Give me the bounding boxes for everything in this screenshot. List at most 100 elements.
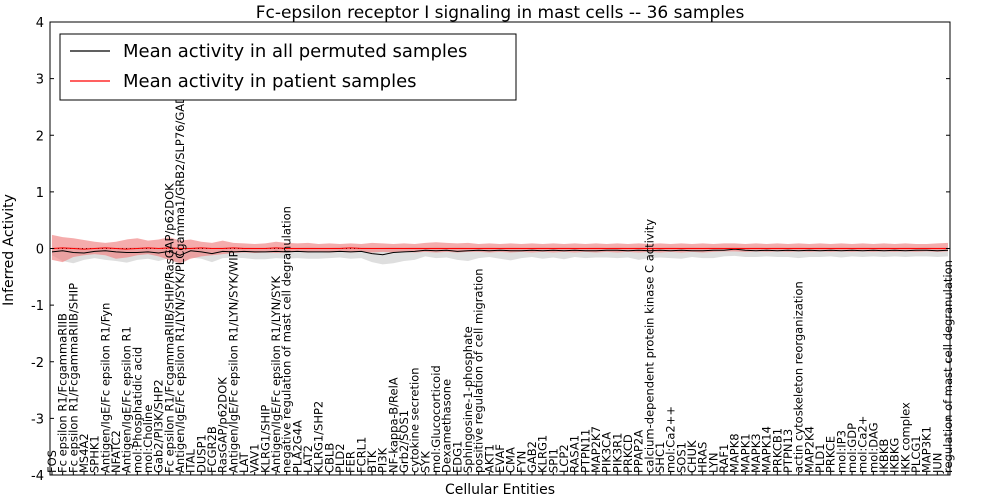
x-tick-label: FER bbox=[344, 451, 358, 473]
x-tick-label: mol:GDP bbox=[845, 423, 859, 473]
x-tick-label: FCRL1 bbox=[354, 437, 368, 473]
x-tick-label: NF-kappa-B/RelA bbox=[386, 377, 400, 473]
x-tick-label: SYK bbox=[418, 451, 432, 473]
x-tick-label: VAV1 bbox=[248, 444, 262, 473]
x-tick-label: cytokine secretion bbox=[408, 367, 422, 473]
y-tick-label: -1 bbox=[31, 299, 44, 314]
x-tick-label: JUN bbox=[930, 453, 944, 474]
legend: Mean activity in all permuted samples Me… bbox=[59, 33, 517, 101]
x-tick-label: MAPK1 bbox=[738, 433, 752, 473]
x-tick-label: SOS1 bbox=[674, 442, 688, 473]
x-tick-label: CMA bbox=[504, 447, 518, 473]
y-tick-label: -2 bbox=[31, 356, 44, 371]
x-tick-label: KLRG1/SHIP bbox=[258, 405, 272, 473]
x-tick-label: mol:Glucocorticoid bbox=[429, 365, 443, 473]
x-tick-label: PIK3R1 bbox=[610, 433, 624, 474]
x-tick-label: KLRG1/SHP2 bbox=[312, 401, 326, 473]
y-axis: -4 -3 -2 -1 0 1 2 3 4 bbox=[31, 16, 950, 484]
x-tick-label: positive regulation of cell migration bbox=[472, 268, 486, 473]
x-tick-label: IKBKB bbox=[877, 439, 891, 473]
x-tick-label: PLD1 bbox=[813, 443, 827, 473]
x-tick-label: Antigen/IgE/Fc epsilon R1/Fyn bbox=[98, 303, 112, 473]
y-tick-label: -3 bbox=[31, 412, 44, 427]
y-axis-label: Inferred Activity bbox=[1, 194, 17, 306]
x-tick-label: negative regulation of mast cell degranu… bbox=[280, 206, 294, 473]
x-tick-label: PRKCE bbox=[824, 436, 838, 473]
x-tick-label: CHUK bbox=[685, 440, 699, 473]
legend-box bbox=[59, 33, 517, 101]
legend-label-permuted: Mean activity in all permuted samples bbox=[123, 41, 467, 62]
x-tick-label: SPHK1 bbox=[88, 435, 102, 473]
x-tick-label: mol:Ca2+ bbox=[856, 416, 870, 473]
y-tick-label: -4 bbox=[31, 469, 44, 484]
x-tick-label: AKT1 bbox=[482, 444, 496, 473]
x-tick-label: Antigen/IgE/Fc epsilon R1/LYN/SYK bbox=[269, 276, 283, 473]
x-tick-label: PIK3CA bbox=[600, 432, 614, 473]
y-tick-label: 1 bbox=[36, 186, 44, 201]
x-tick-label: PRKCB1 bbox=[770, 428, 784, 473]
series-line-patient bbox=[51, 247, 948, 250]
x-tick-label: IKBKG bbox=[888, 438, 902, 473]
x-tick-label: FCGR2B bbox=[205, 426, 219, 473]
line-layer bbox=[50, 247, 950, 256]
x-tick-label: Sphingosine-1-phosphate bbox=[461, 326, 475, 473]
series-line-permuted bbox=[51, 248, 949, 256]
x-tick-label: Gab2/PI3K/SHP2 bbox=[152, 379, 166, 473]
x-tick-label: SPI1 bbox=[546, 448, 560, 473]
x-tick-label: MAP2K7 bbox=[589, 426, 603, 473]
x-tick-label: PI3K bbox=[376, 447, 390, 473]
x-tick-label: MAPK3 bbox=[749, 433, 763, 473]
x-tick-label: NFATC2 bbox=[109, 430, 123, 473]
x-tick-label: ITAL bbox=[184, 449, 198, 473]
x-tick-label: Fc epsilon R1/FcgammaRIIB/SHIP/RasGAP/p6… bbox=[162, 183, 176, 473]
y-tick-label: 3 bbox=[36, 73, 44, 88]
x-tick-label: mol:DAG bbox=[866, 422, 880, 473]
x-tick-label: calcium-dependent protein kinase C activ… bbox=[642, 219, 656, 473]
x-tick-label: FYN bbox=[514, 451, 528, 473]
x-tick-label: LCP2 bbox=[557, 444, 571, 473]
x-tick-label: KLRG1 bbox=[536, 435, 550, 473]
legend-label-patient: Mean activity in patient samples bbox=[123, 71, 417, 92]
x-tick-label: FOS bbox=[45, 450, 59, 473]
x-tick-label: DUSP1 bbox=[194, 434, 208, 473]
y-tick-label: 2 bbox=[36, 129, 44, 144]
x-tick-label: EVAF bbox=[493, 444, 507, 473]
x-tick-label: GAB2 bbox=[525, 441, 539, 473]
patient-variability-band bbox=[52, 234, 948, 264]
x-axis-label: Cellular Entities bbox=[445, 482, 555, 498]
x-tick-label: BTK bbox=[365, 450, 379, 473]
x-tick-label: MAPK8 bbox=[728, 433, 742, 473]
x-tick-label: MAP3K1 bbox=[920, 426, 934, 473]
x-tick-label: PLA2G4A bbox=[290, 420, 304, 473]
x-tick-label: PRKCD bbox=[621, 434, 635, 473]
x-tick-label: LYN bbox=[706, 452, 720, 473]
x-tick-label: Dexamethasone bbox=[440, 379, 454, 473]
x-tick-label: RAF1 bbox=[717, 444, 731, 473]
x-tick-label: Grb2/SOS1 bbox=[397, 410, 411, 473]
x-tick-label: Fc epsilon R1/FcgammaRIIB/SHIP bbox=[66, 283, 80, 473]
y-tick-label: 4 bbox=[36, 16, 44, 31]
x-tick-label: PPAP2A bbox=[632, 430, 646, 473]
x-tick-label: mol:Ca2++ bbox=[664, 406, 678, 473]
x-tick-label: mol:Phosphatidic acid bbox=[130, 347, 144, 473]
x-tick-label: LAT2 bbox=[301, 445, 315, 473]
x-tick-label: Antigen/IgE/Fc epsilon R1 bbox=[120, 326, 134, 473]
x-tick-label: PTPN13 bbox=[781, 429, 795, 473]
x-tick-label: MS4A2 bbox=[77, 433, 91, 473]
x-tick-label: Fc epsilon R1/FcgammaRIIB bbox=[56, 313, 70, 473]
x-tick-label: Antigen/IgE/Fc epsilon R1/LYN/SYK/WIP bbox=[226, 250, 240, 473]
x-tick-label: MAP2K4 bbox=[802, 426, 816, 473]
x-tick-label: actin cytoskeleton reorganization bbox=[792, 281, 806, 473]
x-tick-label: PLCG1 bbox=[909, 435, 923, 473]
x-tick-label: HRAS bbox=[696, 442, 710, 473]
y-tick-label: 0 bbox=[36, 243, 44, 258]
x-tick-label: CBLB bbox=[322, 443, 336, 473]
x-tick-label: MAPK14 bbox=[760, 426, 774, 473]
x-tick-label: regulation of mast cell degranulation bbox=[941, 260, 955, 473]
x-tick-label: RASA1 bbox=[568, 435, 582, 473]
x-tick-label: SHC1 bbox=[653, 442, 667, 473]
x-tick-label: EDG1 bbox=[450, 441, 464, 473]
x-tick-label: mol:Choline bbox=[141, 405, 155, 473]
